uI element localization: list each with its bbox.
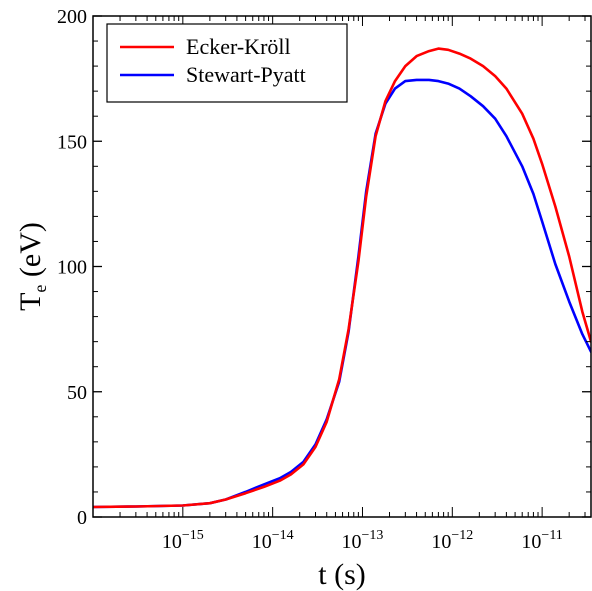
- y-axis-label: Te (eV): [14, 222, 50, 311]
- y-axis-label-unit: (eV): [14, 222, 47, 284]
- x-tick-label: 10−15: [162, 528, 204, 553]
- legend-label-1: Ecker-Kröll: [186, 34, 291, 59]
- series-layer: [93, 49, 591, 507]
- legend: Ecker-Kröll Stewart-Pyatt: [107, 24, 347, 102]
- y-axis-label-subscript: e: [30, 285, 50, 293]
- y-tick-label: 150: [57, 131, 87, 153]
- legend-label-2: Stewart-Pyatt: [186, 62, 306, 87]
- y-axis-label-main: T: [14, 293, 47, 311]
- y-tick-label: 100: [57, 257, 87, 279]
- y-tick-label: 50: [67, 382, 87, 404]
- y-tick-label: 200: [57, 6, 87, 28]
- series-line-2: [93, 80, 591, 507]
- x-tick-label: 10−12: [431, 528, 473, 553]
- x-tick-label: 10−11: [521, 528, 562, 553]
- x-tick-label: 10−14: [252, 528, 294, 553]
- y-tick-label: 0: [77, 507, 87, 529]
- x-axis-label: t (s): [318, 558, 366, 591]
- series-line-1: [93, 49, 591, 507]
- x-tick-label: 10−13: [342, 528, 384, 553]
